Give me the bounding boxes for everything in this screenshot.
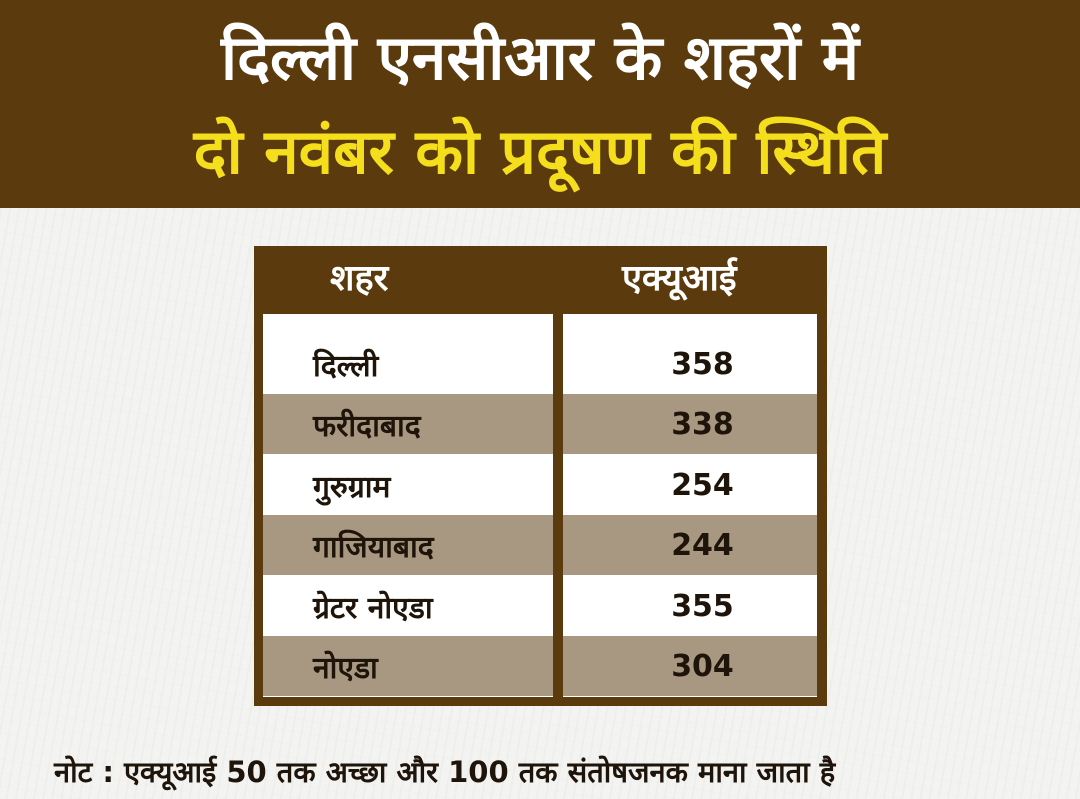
table-row: 355 (563, 576, 817, 636)
city-column: दिल्ली फरीदाबाद गुरुग्राम गाजियाबाद ग्रे… (263, 314, 553, 697)
table-row: नोएडा (263, 636, 553, 696)
aqi-cell: 338 (671, 406, 734, 442)
table-row: फरीदाबाद (263, 394, 553, 454)
header-banner: दिल्ली एनसीआर के शहरों में दो नवंबर को प… (0, 0, 1080, 208)
page-title: दिल्ली एनसीआर के शहरों में (221, 21, 859, 94)
footnote: नोट : एक्यूआई 50 तक अच्छा और 100 तक संतो… (54, 755, 836, 789)
table-row: 304 (563, 636, 817, 696)
city-cell: गाजियाबाद (313, 529, 434, 565)
city-cell: नोएडा (313, 650, 378, 686)
table-row: ग्रेटर नोएडा (263, 576, 553, 636)
aqi-cell: 244 (671, 527, 734, 563)
table-row: 244 (563, 515, 817, 575)
table-row: गाजियाबाद (263, 515, 553, 575)
city-cell: ग्रेटर नोएडा (313, 590, 433, 626)
column-header-aqi: एक्यूआई (622, 258, 737, 299)
table-row: 254 (563, 455, 817, 515)
table-row: 358 (563, 334, 817, 394)
city-cell: फरीदाबाद (313, 408, 421, 444)
aqi-cell: 254 (671, 467, 734, 503)
table-row: दिल्ली (263, 334, 553, 394)
table-row: 338 (563, 394, 817, 454)
aqi-cell: 304 (671, 648, 734, 684)
page-subtitle: दो नवंबर को प्रदूषण की स्थिति (193, 115, 887, 188)
aqi-cell: 355 (671, 588, 734, 624)
aqi-cell: 358 (671, 346, 734, 382)
table-row: गुरुग्राम (263, 455, 553, 515)
city-cell: दिल्ली (313, 348, 379, 384)
city-cell: गुरुग्राम (313, 469, 391, 505)
aqi-column: 358 338 254 244 355 304 (563, 314, 817, 697)
column-header-city: शहर (330, 258, 389, 299)
